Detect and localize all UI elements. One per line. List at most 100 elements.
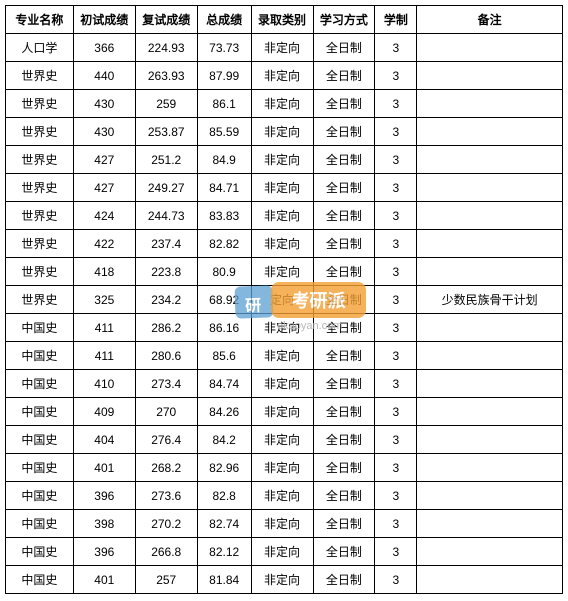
cell-remark [417, 398, 563, 426]
cell-score1: 430 [73, 90, 135, 118]
cell-duration: 3 [375, 398, 417, 426]
cell-score2: 234.2 [135, 286, 197, 314]
header-major: 专业名称 [6, 6, 74, 34]
cell-mode: 全日制 [313, 286, 375, 314]
cell-score1: 427 [73, 146, 135, 174]
cell-remark [417, 146, 563, 174]
cell-mode: 全日制 [313, 342, 375, 370]
cell-total: 85.6 [197, 342, 251, 370]
table-row: 中国史411286.286.16非定向全日制3 [6, 314, 563, 342]
header-score2: 复试成绩 [135, 6, 197, 34]
table-row: 世界史418223.880.9非定向全日制3 [6, 258, 563, 286]
cell-major: 中国史 [6, 370, 74, 398]
cell-category: 非定向 [251, 314, 313, 342]
cell-major: 世界史 [6, 118, 74, 146]
cell-remark [417, 230, 563, 258]
cell-mode: 全日制 [313, 398, 375, 426]
cell-total: 84.9 [197, 146, 251, 174]
cell-mode: 全日制 [313, 118, 375, 146]
cell-duration: 3 [375, 258, 417, 286]
cell-duration: 3 [375, 510, 417, 538]
header-duration: 学制 [375, 6, 417, 34]
table-row: 世界史422237.482.82非定向全日制3 [6, 230, 563, 258]
cell-score1: 401 [73, 454, 135, 482]
cell-category: 非定向 [251, 538, 313, 566]
header-mode: 学习方式 [313, 6, 375, 34]
cell-category: 非定向 [251, 426, 313, 454]
cell-duration: 3 [375, 370, 417, 398]
cell-mode: 全日制 [313, 426, 375, 454]
cell-total: 84.71 [197, 174, 251, 202]
cell-score2: 270.2 [135, 510, 197, 538]
cell-category: 非定向 [251, 202, 313, 230]
cell-duration: 3 [375, 286, 417, 314]
cell-remark [417, 482, 563, 510]
cell-category: 非定向 [251, 342, 313, 370]
cell-mode: 全日制 [313, 370, 375, 398]
cell-mode: 全日制 [313, 90, 375, 118]
cell-mode: 全日制 [313, 482, 375, 510]
table-row: 中国史410273.484.74非定向全日制3 [6, 370, 563, 398]
cell-score2: 253.87 [135, 118, 197, 146]
cell-remark [417, 90, 563, 118]
cell-total: 87.99 [197, 62, 251, 90]
cell-mode: 全日制 [313, 202, 375, 230]
cell-score2: 280.6 [135, 342, 197, 370]
cell-total: 84.74 [197, 370, 251, 398]
cell-duration: 3 [375, 426, 417, 454]
cell-score1: 418 [73, 258, 135, 286]
cell-mode: 全日制 [313, 454, 375, 482]
cell-score2: 273.6 [135, 482, 197, 510]
header-remark: 备注 [417, 6, 563, 34]
table-body: 人口学366224.9373.73非定向全日制3世界史440263.9387.9… [6, 34, 563, 594]
cell-category: 非定向 [251, 370, 313, 398]
table-row: 中国史401268.282.96非定向全日制3 [6, 454, 563, 482]
cell-mode: 全日制 [313, 34, 375, 62]
table-row: 中国史40927084.26非定向全日制3 [6, 398, 563, 426]
cell-total: 83.83 [197, 202, 251, 230]
cell-score2: 273.4 [135, 370, 197, 398]
cell-duration: 3 [375, 566, 417, 594]
cell-score1: 427 [73, 174, 135, 202]
cell-total: 73.73 [197, 34, 251, 62]
cell-score1: 325 [73, 286, 135, 314]
cell-mode: 全日制 [313, 566, 375, 594]
table-container: 专业名称初试成绩复试成绩总成绩录取类别学习方式学制备注 人口学366224.93… [5, 5, 563, 594]
cell-mode: 全日制 [313, 538, 375, 566]
cell-major: 中国史 [6, 314, 74, 342]
cell-score2: 249.27 [135, 174, 197, 202]
cell-mode: 全日制 [313, 510, 375, 538]
cell-total: 82.82 [197, 230, 251, 258]
table-row: 世界史424244.7383.83非定向全日制3 [6, 202, 563, 230]
cell-major: 中国史 [6, 510, 74, 538]
cell-score2: 266.8 [135, 538, 197, 566]
cell-major: 世界史 [6, 202, 74, 230]
table-row: 世界史427249.2784.71非定向全日制3 [6, 174, 563, 202]
cell-score1: 396 [73, 538, 135, 566]
cell-major: 中国史 [6, 538, 74, 566]
cell-mode: 全日制 [313, 146, 375, 174]
cell-major: 中国史 [6, 426, 74, 454]
cell-duration: 3 [375, 202, 417, 230]
table-row: 世界史440263.9387.99非定向全日制3 [6, 62, 563, 90]
cell-score2: 244.73 [135, 202, 197, 230]
cell-category: 非定向 [251, 90, 313, 118]
cell-total: 82.74 [197, 510, 251, 538]
cell-remark [417, 426, 563, 454]
cell-remark [417, 314, 563, 342]
cell-total: 68.92 [197, 286, 251, 314]
cell-category: 非定向 [251, 62, 313, 90]
cell-total: 81.84 [197, 566, 251, 594]
cell-score2: 237.4 [135, 230, 197, 258]
cell-duration: 3 [375, 62, 417, 90]
cell-remark [417, 202, 563, 230]
table-row: 世界史430253.8785.59非定向全日制3 [6, 118, 563, 146]
cell-category: 非定向 [251, 34, 313, 62]
cell-score1: 398 [73, 510, 135, 538]
cell-score2: 268.2 [135, 454, 197, 482]
cell-total: 84.26 [197, 398, 251, 426]
cell-mode: 全日制 [313, 314, 375, 342]
cell-remark [417, 62, 563, 90]
cell-category: 非定向 [251, 454, 313, 482]
header-row: 专业名称初试成绩复试成绩总成绩录取类别学习方式学制备注 [6, 6, 563, 34]
